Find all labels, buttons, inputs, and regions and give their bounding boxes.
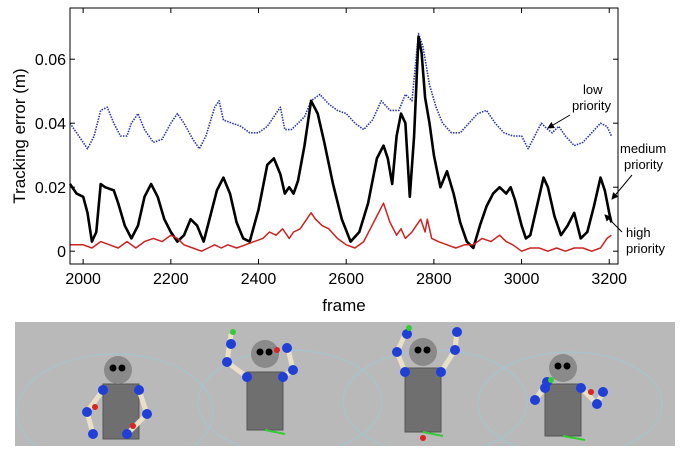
annotation-high-line2: priority — [626, 241, 666, 256]
x-tick-label: 2400 — [241, 271, 277, 288]
axes-box — [69, 7, 619, 265]
annotation-high-arrow — [604, 214, 623, 233]
x-tick-label: 3200 — [591, 271, 627, 288]
annotation-low: low priority — [547, 82, 612, 129]
x-tick-label: 2200 — [153, 271, 189, 288]
robot-figure-3 — [392, 325, 462, 441]
annotation-medium: medium priority — [611, 141, 666, 200]
robot-snapshots-panel — [15, 322, 675, 446]
robot-snapshots-drawing — [16, 325, 663, 446]
y-tick-label: 0 — [57, 244, 66, 261]
x-tick-label: 2800 — [416, 271, 452, 288]
series-line-medium — [68, 35, 613, 250]
tracking-error-chart: 2000 2200 2400 2600 2800 3000 3200 0 0.02 0.04 0.0… — [10, 7, 666, 315]
annotation-high-line1: high — [626, 225, 651, 240]
x-tick-label: 2000 — [65, 271, 101, 288]
annotation-medium-arrow — [611, 174, 633, 200]
y-axis-title: Tracking error (m) — [10, 68, 29, 203]
robot-figure-4 — [530, 354, 608, 441]
series-layer — [68, 32, 613, 252]
annotation-high: high priority — [604, 214, 666, 256]
x-axis-title: frame — [322, 296, 365, 315]
series-line-high — [70, 202, 612, 252]
annotation-low-line2: priority — [572, 98, 612, 113]
robot-figure-2 — [222, 329, 298, 435]
annotation-low-arrow — [547, 114, 571, 129]
annotation-low-line1: low — [583, 82, 603, 97]
ticks-layer: 2000 2200 2400 2600 2800 3000 3200 0 0.02 0.04 0.0… — [35, 8, 627, 288]
x-tick-label: 3000 — [504, 271, 540, 288]
y-tick-label: 0.06 — [35, 52, 66, 69]
annotation-medium-line2: priority — [624, 157, 664, 172]
robot-figure-1 — [82, 356, 152, 440]
annotation-medium-line1: medium — [620, 141, 666, 156]
y-tick-label: 0.04 — [35, 116, 66, 133]
series-line-low — [69, 32, 613, 150]
y-tick-label: 0.02 — [35, 180, 66, 197]
x-tick-label: 2600 — [328, 271, 364, 288]
